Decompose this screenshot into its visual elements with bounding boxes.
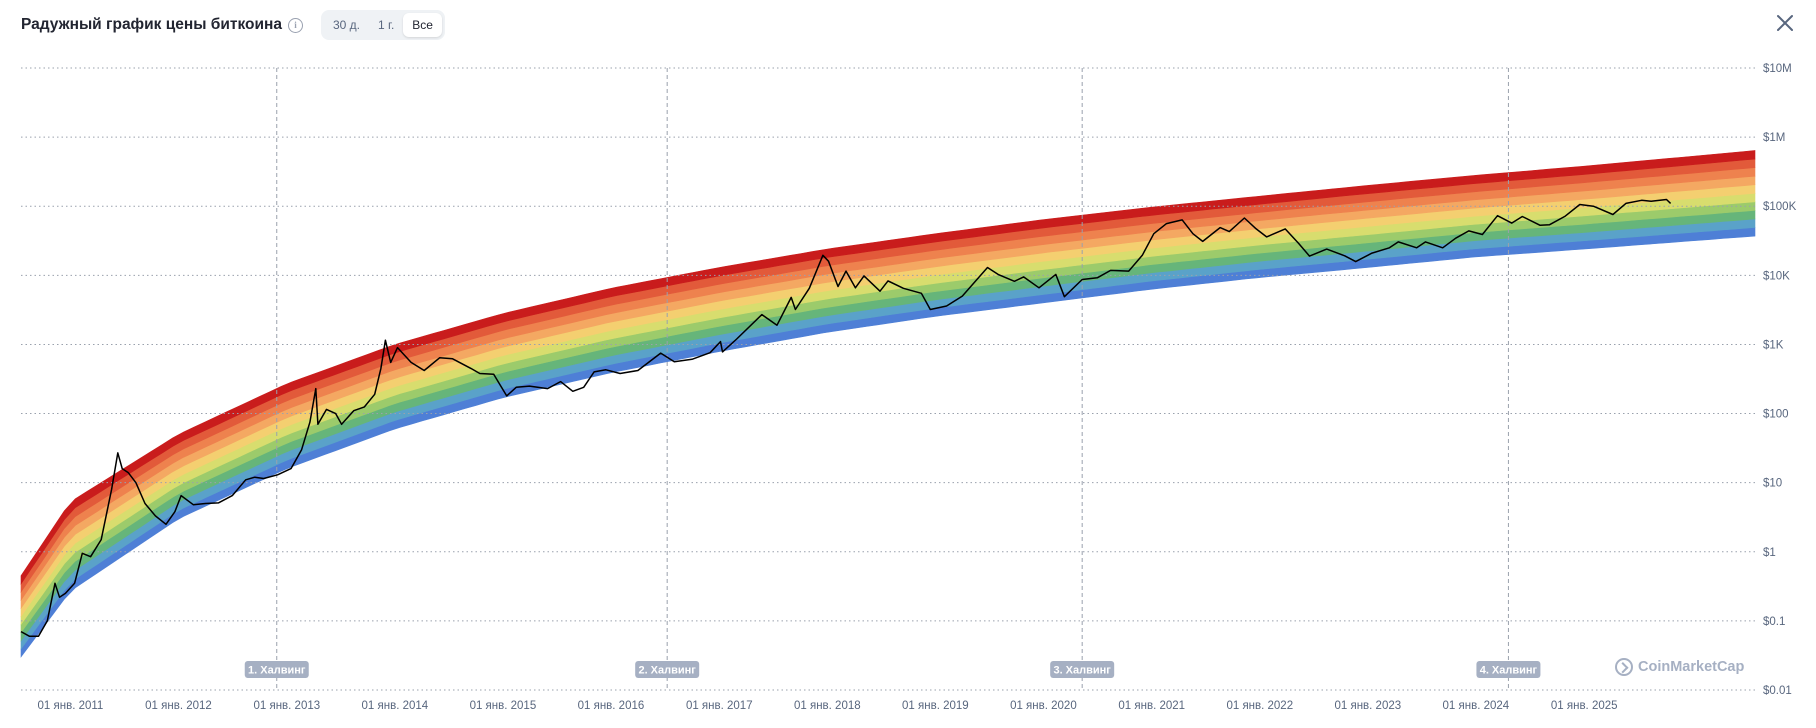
x-tick-label: 01 янв. 2011 [38, 700, 104, 712]
halving-badge [635, 661, 700, 678]
x-tick-label: 01 янв. 2018 [794, 700, 861, 712]
x-axis: 01 янв. 2011 01 янв. 2012 01 янв. 2013 01 я… [38, 700, 1618, 712]
info-icon[interactable]: i [288, 17, 303, 33]
watermark-text: CoinMarketCap [1638, 659, 1745, 675]
halving-label: 1. Халвинг [248, 665, 306, 677]
x-tick-label: 01 янв. 2019 [902, 700, 969, 712]
x-tick-label: 01 янв. 2012 [145, 700, 212, 712]
y-tick-label: $10M [1763, 63, 1792, 75]
halving-label: 2. Халвинг [638, 665, 696, 677]
price-line [20, 198, 1672, 637]
y-tick-label: $100K [1763, 201, 1797, 213]
y-tick-label: $0.1 [1763, 616, 1785, 628]
y-tick-label: $1M [1763, 132, 1785, 144]
y-tick-label: $0.01 [1763, 685, 1792, 697]
halving-label: 4. Халвинг [1480, 665, 1538, 677]
x-tick-label: 01 янв. 2022 [1226, 700, 1293, 712]
halving-badge [244, 661, 309, 678]
rainbow-bands [20, 150, 1756, 658]
halving-badge [1050, 661, 1115, 678]
x-tick-label: 01 янв. 2020 [1010, 700, 1077, 712]
halving-markers: 1. Халвинг 2. Халвинг 3. Халвинг 4. Халвинг [244, 68, 1541, 690]
y-axis: $10M $1M $100K $10K $1K $100 $10 $1 $0.1 $0.01 [1763, 63, 1797, 697]
close-icon[interactable] [1776, 14, 1794, 32]
x-tick-label: 01 янв. 2023 [1334, 700, 1401, 712]
chart-header: Радужный график цены биткоина i 30 д. 1 … [21, 10, 445, 40]
x-tick-label: 01 янв. 2015 [470, 700, 537, 712]
y-tick-label: $10 [1763, 478, 1782, 490]
x-tick-label: 01 янв. 2014 [362, 700, 429, 712]
timeframe-toggle: 30 д. 1 г. Все [321, 10, 445, 40]
rainbow-band-10 [20, 150, 1756, 585]
price-series [20, 198, 1672, 637]
timeframe-all-button[interactable]: Все [403, 13, 442, 37]
x-tick-label: 01 янв. 2021 [1118, 700, 1185, 712]
x-tick-label: 01 янв. 2017 [686, 700, 753, 712]
y-tick-label: $10K [1763, 270, 1790, 282]
chart-title: Радужный график цены биткоина [21, 16, 282, 33]
coinmarketcap-logo-icon [1615, 658, 1633, 676]
watermark: CoinMarketCap [1615, 658, 1744, 676]
timeframe-30d-button[interactable]: 30 д. [333, 18, 361, 32]
y-tick-label: $100 [1763, 409, 1789, 421]
x-tick-label: 01 янв. 2024 [1443, 700, 1510, 712]
y-tick-label: $1 [1763, 547, 1776, 559]
y-tick-label: $1K [1763, 339, 1784, 351]
x-tick-label: 01 янв. 2013 [253, 700, 320, 712]
x-tick-label: 01 янв. 2025 [1551, 700, 1618, 712]
halving-label: 3. Халвинг [1053, 665, 1111, 677]
halving-badge [1476, 661, 1541, 678]
x-tick-label: 01 янв. 2016 [578, 700, 645, 712]
grid-lines [21, 67, 1755, 691]
timeframe-1y-button[interactable]: 1 г. [378, 18, 395, 32]
